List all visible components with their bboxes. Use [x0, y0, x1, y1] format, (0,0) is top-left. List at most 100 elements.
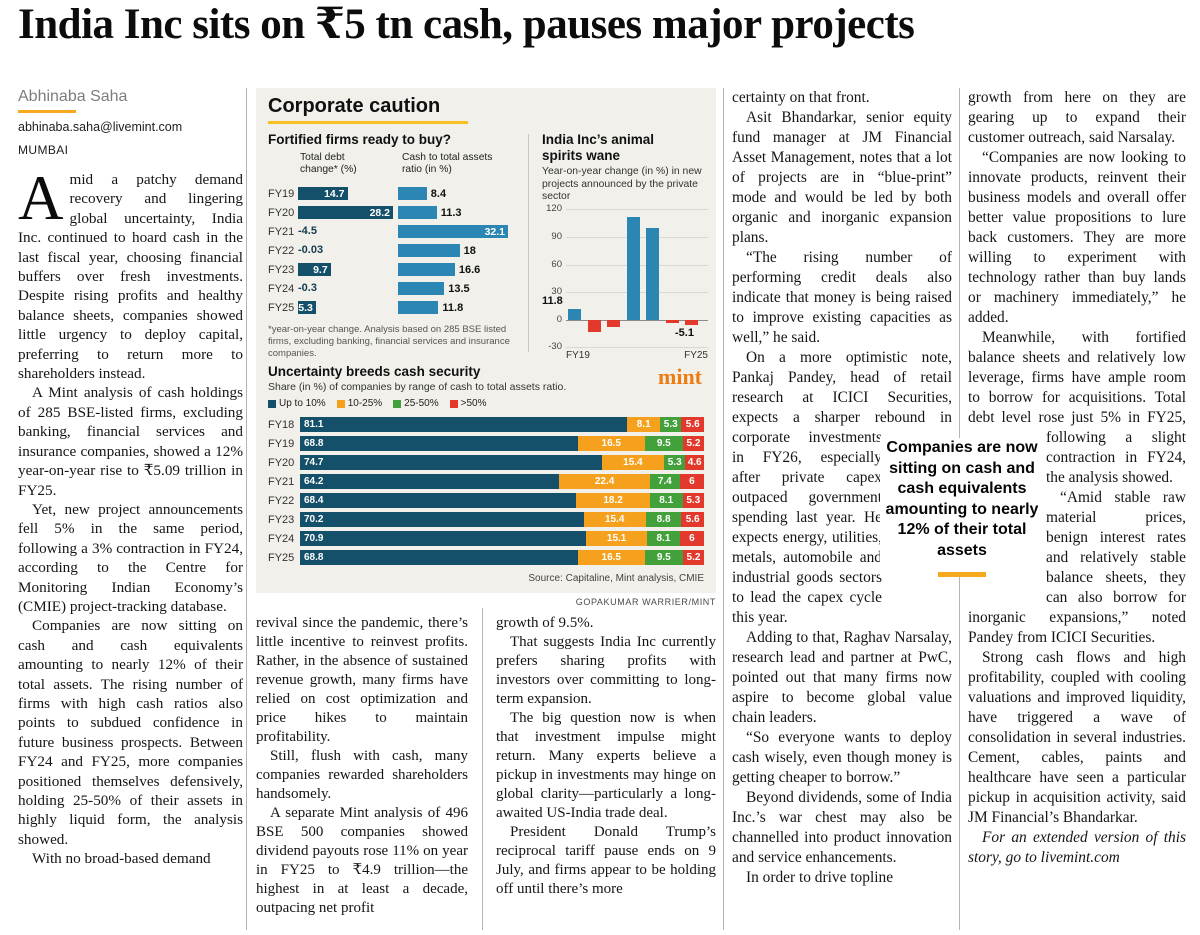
stacked-bar: 68.8 16.5 9.5 5.2 — [300, 436, 704, 451]
debt-cash-row: FY22 -0.03 18 — [268, 241, 520, 260]
chart-column-headers: Total debt change* (%) Cash to total ass… — [268, 152, 520, 184]
debt-bar-zone: -4.5 — [298, 225, 398, 238]
legend-item: 25-50% — [393, 398, 439, 409]
column-divider — [246, 88, 247, 930]
y-tick-label: 60 — [551, 258, 562, 270]
paragraph: “The rising number of performing credit … — [732, 249, 952, 346]
bar-segment: 68.8 — [300, 550, 578, 565]
mint-logo: mint — [658, 364, 702, 389]
debt-bar: 9.7 — [298, 263, 331, 276]
paragraph-text: On a more optimistic note, Pankaj Pandey… — [732, 349, 952, 426]
byline-accent-bar — [18, 110, 76, 113]
category-label: FY24 — [268, 532, 295, 545]
cash-value: 8.4 — [430, 187, 447, 200]
extended-version-note[interactable]: For an extended version of this story, g… — [968, 829, 1186, 866]
bar — [587, 319, 601, 332]
cash-bar-zone: 11.3 — [398, 206, 520, 219]
bar-segment: 9.5 — [644, 550, 683, 565]
paragraph: President Donald Trump’s reciprocal tari… — [496, 824, 716, 897]
gridline — [566, 209, 708, 211]
category-label: FY21 — [268, 475, 295, 488]
bar-value-label: 11.8 — [542, 295, 563, 308]
segment-value: 8.1 — [656, 533, 671, 544]
paragraph: certainty on that front. — [732, 89, 870, 106]
column-divider — [482, 608, 483, 930]
bar-segment: 15.4 — [583, 512, 646, 527]
segment-value: 70.2 — [304, 514, 324, 525]
cash-security-chart: mint Uncertainty breeds cash security Sh… — [268, 364, 704, 584]
segment-value: 81.1 — [304, 419, 324, 430]
debt-bar: 14.7 — [298, 187, 348, 200]
category-label: FY18 — [268, 418, 295, 431]
segment-value: 64.2 — [304, 476, 324, 487]
segment-value: 5.3 — [663, 419, 678, 430]
paragraph: Yet, new project announcements fell 5% i… — [18, 500, 243, 615]
segment-value: 4.6 — [687, 457, 702, 468]
cash-value: 18 — [463, 244, 476, 257]
paragraph: revival since the pandemic, there’s litt… — [256, 615, 468, 745]
stacked-bar-row: FY23 70.2 15.4 8.8 5.6 — [268, 510, 704, 529]
bar — [626, 216, 640, 320]
debt-cash-row: FY25 5.3 11.8 — [268, 298, 520, 317]
y-tick-label: -30 — [548, 341, 562, 353]
bar-segment: 70.2 — [300, 512, 584, 527]
segment-value: 5.2 — [686, 552, 701, 563]
animal-spirits-chart: India Inc’s animal spirits wane Year-on-… — [542, 132, 708, 361]
pull-quote-accent-bar — [938, 572, 986, 577]
paragraph-text: contraction in FY24, the analysis showed… — [1046, 449, 1186, 486]
debt-bar: 5.3 — [298, 301, 316, 314]
chart-title: Fortified firms ready to buy? — [268, 132, 452, 147]
debt-cash-row: FY23 9.7 16.6 — [268, 260, 520, 279]
bar-segment: 7.4 — [649, 474, 680, 489]
stacked-bar-row: FY21 64.2 22.4 7.4 6 — [268, 472, 704, 491]
bar-segment: 8.1 — [627, 417, 661, 432]
author-name: Abhinaba Saha — [18, 88, 128, 105]
cash-bar — [398, 206, 437, 219]
paragraph: Asit Bhandarkar, senior equity fund mana… — [732, 109, 952, 246]
bar-segment: 22.4 — [559, 474, 650, 489]
series-header-debt: Total debt change* (%) — [300, 152, 357, 176]
category-label: FY20 — [268, 456, 295, 469]
debt-value: 9.7 — [313, 263, 328, 276]
debt-value: 14.7 — [324, 187, 345, 200]
stacked-bar-row: FY20 74.7 15.4 5.3 4.6 — [268, 453, 704, 472]
bar-segment: 5.3 — [682, 493, 704, 508]
cash-value: 11.8 — [442, 301, 464, 314]
debt-bar-zone: 14.7 — [298, 187, 398, 200]
segment-value: 22.4 — [594, 476, 615, 487]
cash-bar — [398, 282, 445, 295]
debt-cash-rows: FY19 14.7 8.4 FY20 28.2 11.3 FY21 -4.5 32.1 FY22-… — [268, 184, 520, 317]
segment-value: 5.2 — [686, 438, 701, 449]
chart-title: Uncertainty breeds cash security — [268, 364, 481, 379]
segment-value: 5.3 — [667, 457, 682, 468]
paragraph-text: Meanwhile, with fortified balance sheets… — [968, 329, 1186, 446]
x-axis-label: FY25 — [684, 350, 708, 362]
bar-segment: 70.9 — [300, 531, 587, 546]
category-label: FY25 — [268, 551, 295, 564]
cash-bar: 32.1 — [398, 225, 508, 238]
category-label: FY19 — [268, 187, 295, 200]
segment-value: 68.8 — [304, 438, 324, 449]
debt-bar-zone: 28.2 — [298, 206, 398, 219]
bar-segment: 8.8 — [645, 512, 682, 527]
chart-legend: Up to 10% 10-25% 25-50% >50% — [268, 398, 704, 409]
legend-swatch — [393, 399, 402, 408]
segment-value: 68.4 — [304, 495, 324, 506]
debt-bar-zone: 9.7 — [298, 263, 398, 276]
gridline — [566, 347, 708, 349]
article-column-4: certainty on that front. Asit Bhandarkar… — [732, 88, 952, 933]
x-axis-label: FY19 — [566, 350, 590, 362]
debt-cash-row: FY19 14.7 8.4 — [268, 184, 520, 203]
stacked-bar-row: FY18 81.1 8.1 5.3 5.6 — [268, 415, 704, 434]
paragraph: “Amid stable raw material prices, benign… — [968, 489, 1186, 646]
author-email[interactable]: abhinaba.saha@livemint.com — [18, 120, 183, 134]
segment-value: 8.8 — [656, 514, 671, 525]
segment-value: 70.9 — [304, 533, 324, 544]
paragraph: “Companies are now looking to innovate p… — [968, 149, 1186, 326]
category-label: FY20 — [268, 206, 295, 219]
article-column-3: growth of 9.5%. That suggests India Inc … — [496, 614, 716, 932]
bar-segment: 4.6 — [685, 455, 704, 470]
chart-plot-area: 120 90 60 30 0 -30 11.8 -5.1 — [542, 203, 708, 352]
y-tick-label: 0 — [556, 313, 562, 325]
stacked-bar-row: FY25 68.8 16.5 9.5 5.2 — [268, 548, 704, 567]
